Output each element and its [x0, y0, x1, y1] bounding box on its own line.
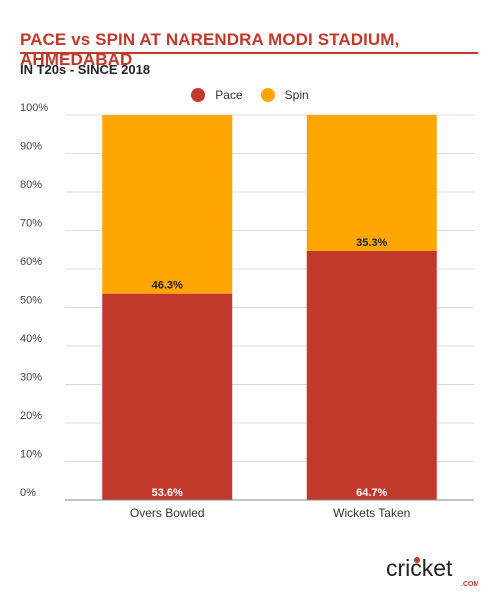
data-label-spin: 46.3%: [152, 280, 183, 292]
y-tick-label: 10%: [20, 449, 42, 461]
y-tick-label: 20%: [20, 410, 42, 422]
x-tick-label: Wickets Taken: [333, 506, 410, 520]
cricket-com-logo: cricket .COM: [386, 555, 478, 588]
legend-item-pace: Pace: [191, 88, 243, 102]
legend-swatch-pace: [191, 88, 206, 102]
data-label-pace: 53.6%: [152, 487, 183, 499]
title-rule: [20, 52, 478, 54]
chart-subtitle: IN T20s - SINCE 2018: [20, 62, 151, 77]
y-tick-label: 30%: [20, 372, 42, 384]
y-tick-label: 40%: [20, 333, 42, 345]
bar-spin: [102, 115, 233, 294]
bar-pace: [102, 293, 233, 500]
y-tick-label: 0%: [20, 487, 36, 499]
legend-label-spin: Spin: [284, 88, 309, 102]
legend-swatch-spin: [260, 88, 275, 102]
legend-label-pace: Pace: [215, 88, 243, 102]
y-tick-label: 80%: [20, 179, 42, 191]
svg-text:.COM: .COM: [461, 581, 478, 588]
chart-title: PACE vs SPIN AT NARENDRA MODI STADIUM, A…: [20, 30, 400, 69]
y-tick-label: 50%: [20, 295, 42, 307]
legend-item-spin: Spin: [260, 88, 309, 102]
data-label-spin: 35.3%: [356, 237, 387, 249]
bar-spin: [306, 115, 437, 251]
x-tick-label: Overs Bowled: [130, 506, 205, 520]
y-tick-label: 90%: [20, 141, 42, 153]
data-label-pace: 64.7%: [356, 487, 387, 499]
legend: Pace Spin: [0, 88, 500, 102]
y-tick-label: 100%: [20, 102, 48, 114]
y-tick-label: 60%: [20, 256, 42, 268]
bar-pace: [306, 250, 437, 500]
y-tick-label: 70%: [20, 218, 42, 230]
